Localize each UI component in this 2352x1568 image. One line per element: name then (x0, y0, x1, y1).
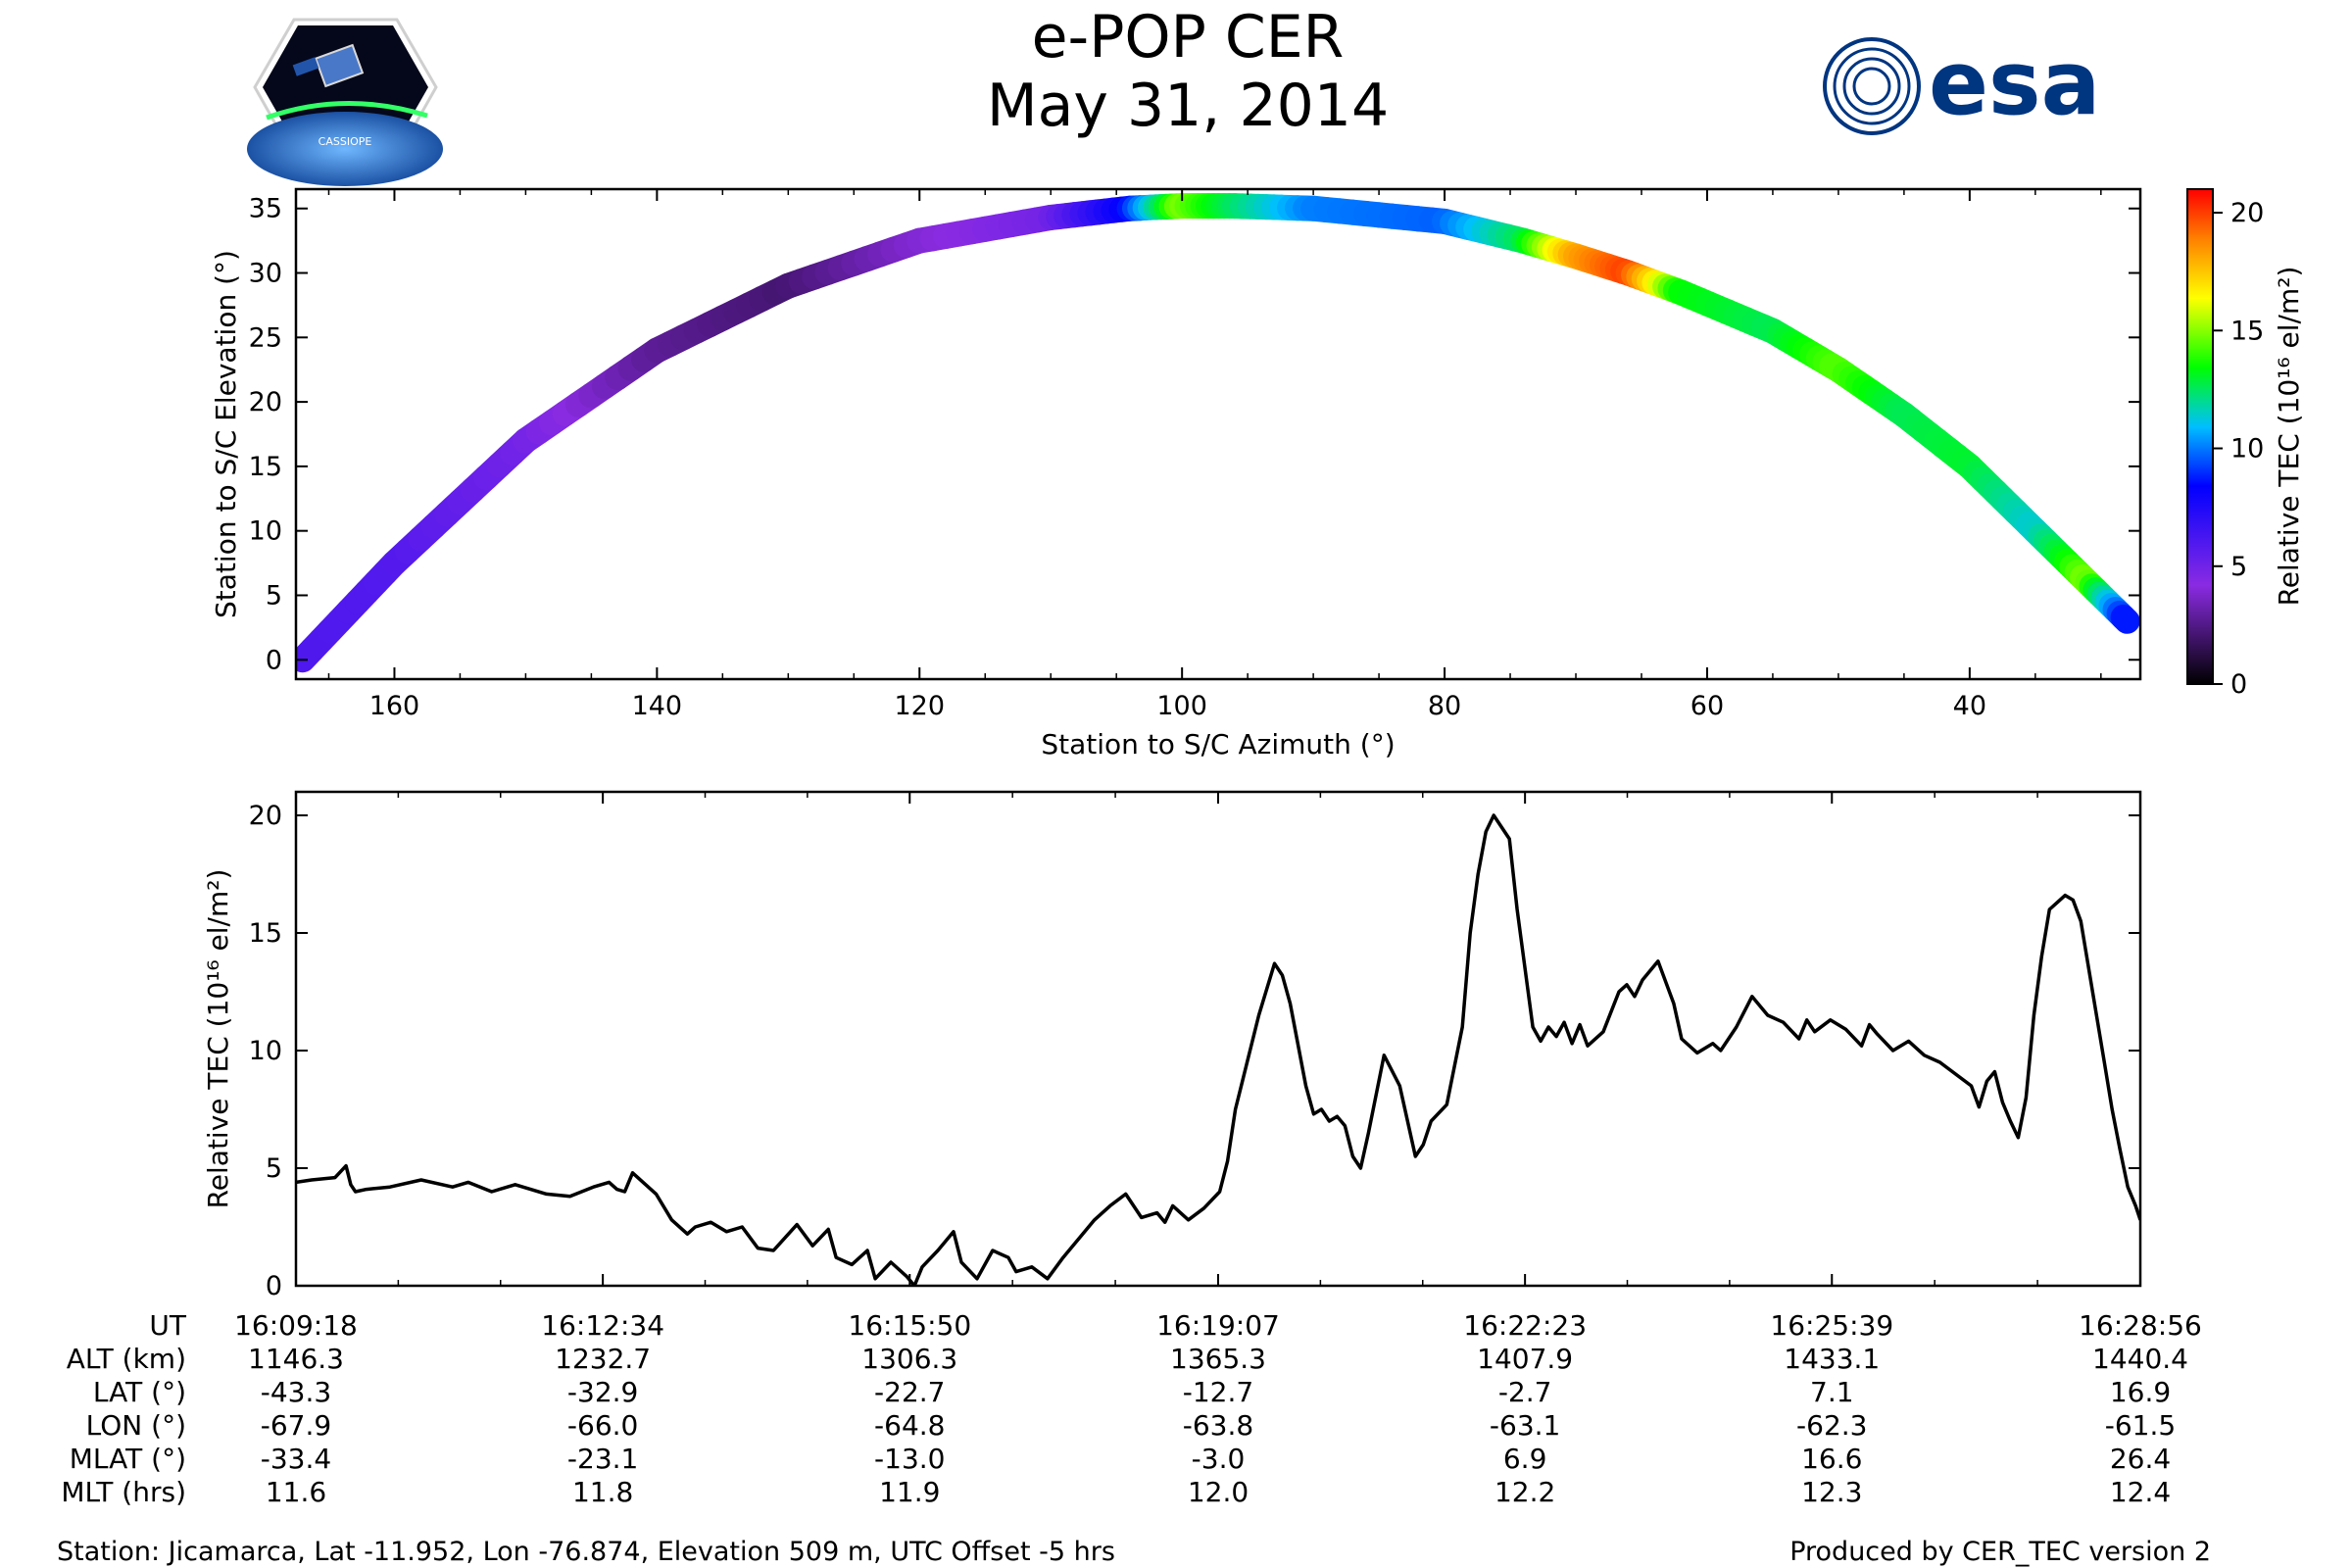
arc-plot: 160 140 120 100 80 60 40 0 5 10 15 20 25 30 35 Station… (210, 187, 2142, 760)
table-cell: 16:28:56 (2079, 1309, 2202, 1342)
page-subtitle-date: May 31, 2014 (987, 72, 1389, 140)
arc-ytick-label: 10 (249, 516, 282, 547)
table-cell: -32.9 (567, 1376, 638, 1408)
table-row-label: LAT (°) (93, 1376, 186, 1408)
table-cell: 6.9 (1503, 1443, 1547, 1475)
colorbar-tick-label: 5 (2230, 552, 2247, 582)
arc-xtick-label: 40 (1953, 691, 1986, 721)
table-cell: 12.2 (1494, 1476, 1555, 1508)
colorbar: 0 5 10 15 20 Relative TEC (10¹⁶ el/m²) (2186, 188, 2305, 700)
table-cell: 1232.7 (555, 1343, 651, 1375)
colorbar-tick-label: 20 (2230, 198, 2264, 228)
tec-ytick-label: 0 (266, 1271, 282, 1301)
table-cell: 1306.3 (861, 1343, 957, 1375)
table-cell: -64.8 (874, 1409, 945, 1442)
table-cell: -63.1 (1490, 1409, 1560, 1442)
arc-xtick-label: 100 (1156, 691, 1207, 721)
table-cell: 7.1 (1810, 1376, 1854, 1408)
table-cell: -43.3 (261, 1376, 331, 1408)
colorbar-ticks: 0 5 10 15 20 (2213, 198, 2264, 700)
tec-plot-ticks: 0 5 10 15 20 (249, 792, 2141, 1301)
colorbar-tick-label: 10 (2230, 434, 2264, 465)
table-cell: 11.8 (572, 1476, 633, 1508)
tec-ytick-label: 20 (249, 801, 282, 831)
table-cell: -22.7 (874, 1376, 945, 1408)
table-cell: -12.7 (1183, 1376, 1253, 1408)
table-cell: -61.5 (2105, 1409, 2176, 1442)
arc-ytick-label: 20 (249, 387, 282, 417)
arc-plot-frame (294, 187, 2142, 681)
table-cell: 26.4 (2110, 1443, 2171, 1475)
table-cell: 16:19:07 (1156, 1309, 1280, 1342)
table-cell: -63.8 (1183, 1409, 1253, 1442)
table-cell: 1365.3 (1170, 1343, 1266, 1375)
table-cell: 1146.3 (248, 1343, 344, 1375)
esa-logo: esa (1823, 32, 2100, 135)
table-cell: -67.9 (261, 1409, 331, 1442)
esa-logo-text: esa (1929, 32, 2100, 135)
table-row-label: MLAT (°) (70, 1443, 186, 1475)
arc-ytick-label: 35 (249, 194, 282, 224)
table-cell: 12.4 (2110, 1476, 2171, 1508)
table-cell: 16.6 (1801, 1443, 1862, 1475)
arc-xtick-label: 160 (369, 691, 420, 721)
arc-track-segment (2110, 604, 2140, 634)
table-row-label: MLT (hrs) (61, 1476, 186, 1508)
arc-xtick-label: 120 (894, 691, 945, 721)
table-cell: 16:09:18 (234, 1309, 358, 1342)
table-row-label: ALT (km) (67, 1343, 186, 1375)
table-cell: 12.3 (1801, 1476, 1862, 1508)
table-cell: 1440.4 (2092, 1343, 2188, 1375)
tec-ylabel: Relative TEC (10¹⁶ el/m²) (202, 869, 234, 1209)
tec-ytick-label: 10 (249, 1036, 282, 1066)
tec-series-line (296, 813, 2140, 1286)
table-cell: 16.9 (2110, 1376, 2171, 1408)
cassiope-logo-text: CASSIOPE (318, 135, 372, 148)
table-cell: 12.0 (1188, 1476, 1249, 1508)
station-info: Station: Jicamarca, Lat -11.952, Lon -76… (57, 1537, 1115, 1567)
colorbar-gradient (2187, 189, 2213, 684)
tec-plot: 0 5 10 15 20 Relative TEC (10¹⁶ el/m²) (202, 790, 2142, 1301)
tec-ytick-label: 5 (266, 1153, 282, 1184)
table-cell: 11.9 (879, 1476, 940, 1508)
table-cell: 11.6 (266, 1476, 326, 1508)
arc-ytick-label: 0 (266, 645, 282, 675)
arc-xlabel: Station to S/C Azimuth (°) (1041, 728, 1395, 760)
arc-ytick-label: 30 (249, 259, 282, 289)
colorbar-label: Relative TEC (10¹⁶ el/m²) (2273, 267, 2305, 607)
table-cell: -13.0 (874, 1443, 945, 1475)
table-cell: 16:22:23 (1463, 1309, 1587, 1342)
arc-xtick-label: 60 (1690, 691, 1724, 721)
arc-xtick-label: 140 (632, 691, 683, 721)
arc-ylabel: Station to S/C Elevation (°) (210, 250, 242, 618)
table-cell: -2.7 (1498, 1376, 1552, 1408)
colorbar-tick-label: 0 (2230, 669, 2247, 700)
table-cell: 1433.1 (1784, 1343, 1880, 1375)
table-row-label: LON (°) (86, 1409, 186, 1442)
table-cell: 1407.9 (1477, 1343, 1573, 1375)
table-cell: 16:12:34 (541, 1309, 664, 1342)
table-cell: -33.4 (261, 1443, 331, 1475)
table-cell: -3.0 (1192, 1443, 1246, 1475)
table-cell: 16:15:50 (848, 1309, 971, 1342)
table-cell: -62.3 (1796, 1409, 1867, 1442)
arc-ytick-label: 15 (249, 452, 282, 482)
arc-ytick-label: 5 (266, 580, 282, 611)
tec-plot-frame (294, 790, 2142, 1288)
table-cell: 16:25:39 (1770, 1309, 1893, 1342)
page-title: e-POP CER (1032, 3, 1345, 72)
table-row-label: UT (149, 1309, 186, 1342)
produced-by: Produced by CER_TEC version 2 (1789, 1537, 2211, 1567)
table-cell: -23.1 (567, 1443, 638, 1475)
tec-ytick-label: 15 (249, 918, 282, 949)
cassiope-logo: CASSIOPE (247, 18, 443, 186)
arc-xtick-label: 80 (1428, 691, 1461, 721)
table-cell: -66.0 (567, 1409, 638, 1442)
colorbar-tick-label: 15 (2230, 316, 2264, 346)
arc-track (296, 193, 2140, 673)
arc-ytick-label: 25 (249, 322, 282, 353)
